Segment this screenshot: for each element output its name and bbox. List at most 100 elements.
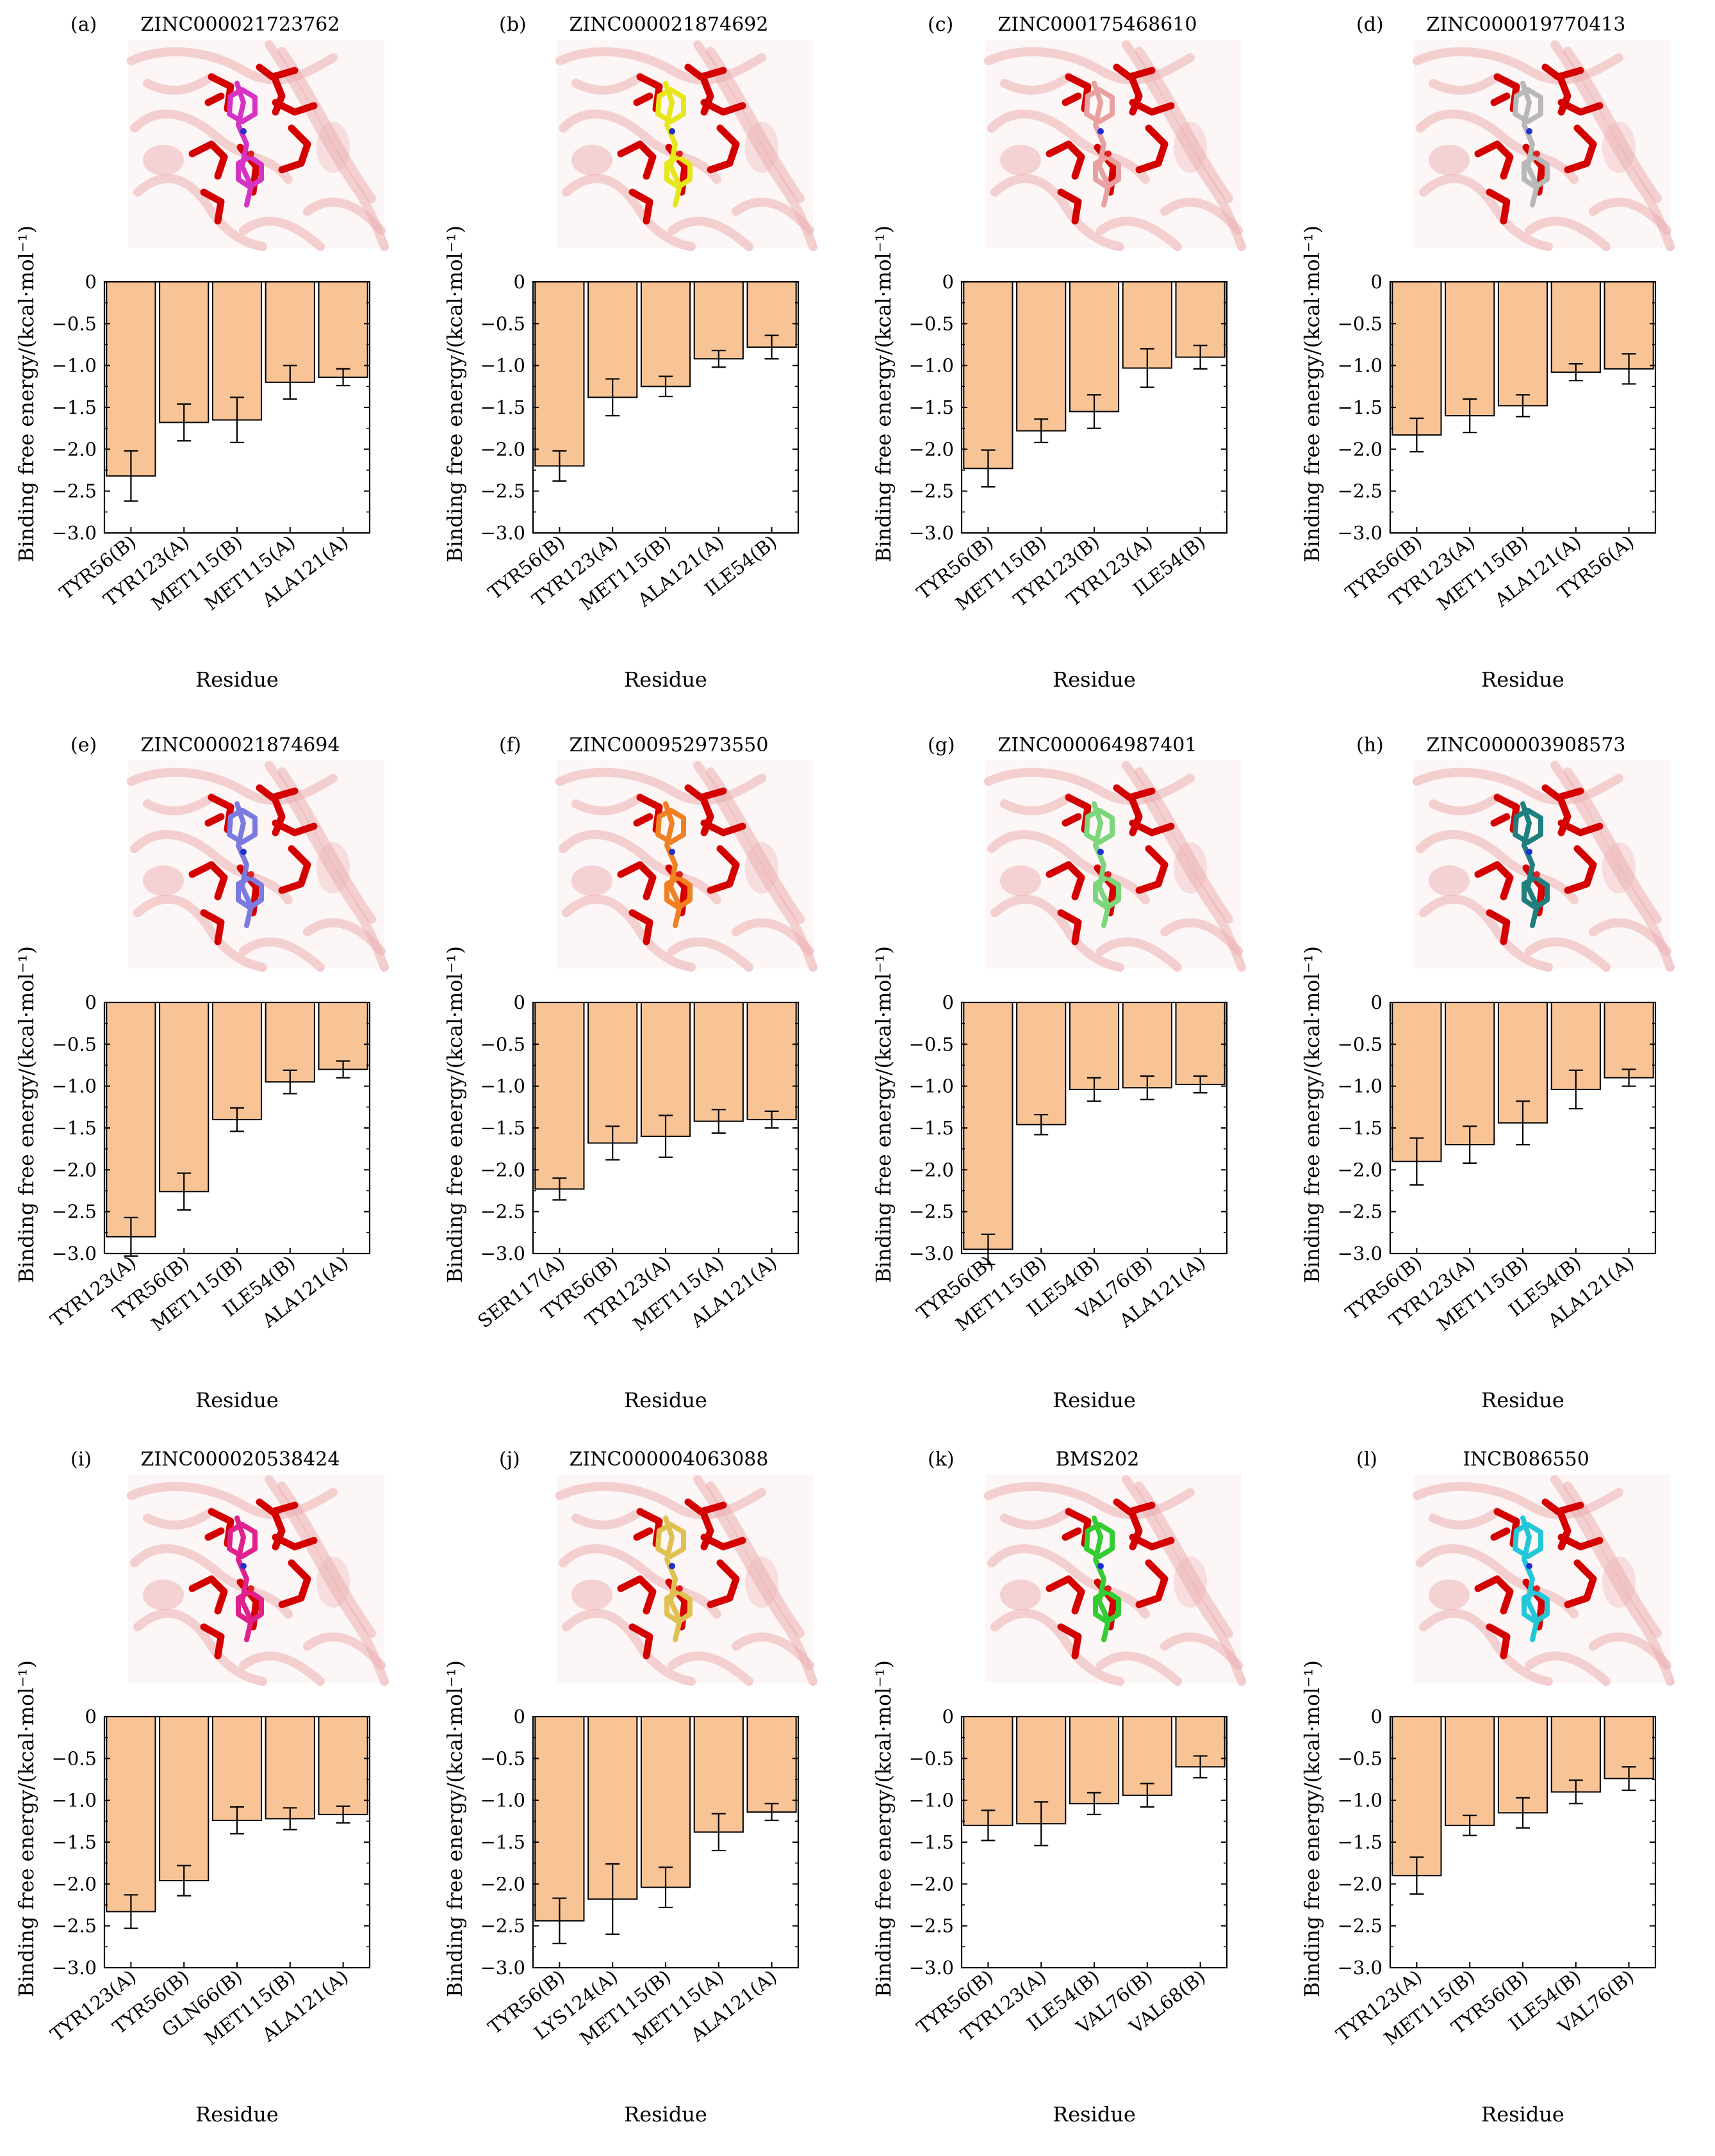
ligand-sticks — [1093, 1589, 1121, 1624]
protein-ribbon — [984, 1482, 1195, 1519]
error-bar — [659, 1866, 673, 1909]
y-tick-label: −1.0 — [52, 1075, 97, 1097]
y-tick-label: −1.0 — [480, 1075, 525, 1097]
panel-label: (d) — [1356, 13, 1384, 36]
y-tick-label: −2.5 — [480, 1201, 525, 1223]
x-axis-label: Residue — [1053, 667, 1136, 692]
y-tick-label: −1.0 — [1338, 355, 1383, 377]
error-bar — [1621, 353, 1636, 385]
bar — [534, 281, 585, 467]
bar — [106, 281, 156, 477]
protein-ribbon — [127, 47, 338, 85]
structure-haze — [1414, 1474, 1670, 1683]
structure-image — [555, 760, 817, 972]
protein-ribbon — [1160, 197, 1243, 235]
residue-sticks — [1474, 861, 1514, 901]
protein-ribbon — [1413, 47, 1623, 85]
protein-sheet — [316, 1556, 350, 1608]
chart-title: ZINC000175468610 — [998, 13, 1197, 36]
protein-ribbon — [1096, 1651, 1182, 1686]
error-bar — [1409, 1137, 1424, 1186]
protein-ribbon — [668, 1651, 753, 1686]
protein-ribbon — [1413, 767, 1623, 805]
bar — [1175, 1002, 1226, 1086]
y-axis-label: Binding free energy/(kcal·mol⁻¹) — [443, 1660, 467, 1997]
residue-sticks — [1486, 909, 1511, 945]
y-tick-label: −2.0 — [909, 438, 954, 460]
bar — [1445, 1002, 1495, 1146]
protein-ribbon — [1419, 894, 1553, 972]
protein-sheet — [1602, 842, 1636, 894]
protein-ribbon — [984, 47, 1195, 85]
error-bar — [711, 1813, 726, 1852]
residue-sticks — [200, 1623, 225, 1660]
y-tick-label: −1.0 — [480, 355, 525, 377]
protein-ribbon — [133, 894, 267, 972]
y-tick-label: −2.0 — [1338, 1159, 1383, 1180]
y-tick-label: −2.0 — [1338, 438, 1383, 460]
protein-ribbon — [239, 216, 325, 251]
protein-ribbon — [1000, 793, 1073, 815]
protein-ribbon — [130, 109, 293, 184]
y-tick-label: −2.5 — [52, 1915, 97, 1937]
y-tick-label: −1.5 — [480, 1831, 525, 1853]
y-tick-label: −1.0 — [909, 1075, 954, 1097]
error-bar — [1409, 417, 1424, 453]
bar — [318, 1002, 368, 1070]
bar — [1122, 1716, 1172, 1796]
protein-ribbon — [1000, 1507, 1073, 1530]
error-bar — [177, 1865, 192, 1897]
ligand-nitrogen — [1097, 849, 1104, 855]
residue-sticks — [1057, 188, 1082, 225]
ligand-sticks — [227, 87, 258, 124]
chart-panel: (e) ZINC000021874694 0 −0.5 −1.0 −1.5 −2.0 −2.5… — [0, 721, 429, 1439]
ligand-oxygen — [248, 871, 254, 878]
y-tick-label: −2.5 — [1338, 480, 1383, 502]
protein-ribbon — [562, 1608, 696, 1686]
structure-image — [555, 40, 817, 251]
protein-sheet — [316, 122, 350, 173]
bar — [1069, 1716, 1120, 1804]
bar — [640, 281, 691, 388]
protein-ribbon — [1000, 72, 1073, 95]
y-tick-label: −2.5 — [1338, 1915, 1383, 1937]
ligand-sticks — [236, 875, 264, 910]
x-axis-label: Residue — [624, 2102, 707, 2127]
structure-image — [1413, 760, 1675, 972]
error-bar — [336, 1805, 350, 1824]
y-tick-label: −0.5 — [909, 1033, 954, 1055]
panel-label: (k) — [928, 1448, 955, 1471]
y-tick-label: −2.0 — [909, 1159, 954, 1180]
y-tick-label: −2.0 — [1338, 1873, 1383, 1895]
protein-ribbon — [1413, 1482, 1623, 1519]
x-axis-label: Residue — [1481, 667, 1564, 692]
ligand-sticks — [1084, 1522, 1115, 1559]
y-tick-label: −3.0 — [1338, 1957, 1383, 1979]
bar — [1391, 1002, 1442, 1163]
protein-ribbon — [562, 174, 696, 251]
chart-svg: (k) BMS2020−0.5−1.0−1.5−2.0−2.5−3.0TYR56(… — [871, 1448, 1246, 2127]
chart-title: ZINC000021723762 — [141, 13, 340, 36]
bar — [318, 281, 368, 378]
ligand-oxygen — [677, 151, 683, 157]
y-axis-label: Binding free energy/(kcal·mol⁻¹) — [1300, 1660, 1324, 1997]
error-bar — [1409, 1856, 1424, 1895]
ligand-sticks — [1093, 154, 1121, 190]
error-bar — [1140, 1783, 1154, 1808]
protein-ribbon — [1525, 216, 1611, 251]
error-bar — [230, 396, 244, 443]
chart-title: ZINC000004063088 — [570, 1448, 769, 1471]
protein-ribbon — [555, 1482, 766, 1519]
residue-sticks — [617, 1575, 657, 1615]
x-axis-label: Residue — [195, 667, 279, 692]
y-tick-label: −2.0 — [909, 1873, 954, 1895]
y-tick-label: 0 — [85, 271, 97, 293]
structure-haze — [557, 760, 813, 968]
chart-svg: (d) ZINC000019770413 0 −0.5 −1.0 −1.5 −2.0 −2.5… — [1300, 13, 1675, 692]
bar — [159, 1002, 209, 1193]
residue-sticks — [1135, 124, 1169, 174]
protein-helix — [143, 1580, 184, 1610]
protein-ribbon — [1416, 829, 1579, 904]
chart-svg: (a) ZINC000021723762 0 −0.5 −1.0 −1.5 −2.0 −2.5… — [14, 13, 389, 692]
error-bar — [711, 1109, 726, 1134]
